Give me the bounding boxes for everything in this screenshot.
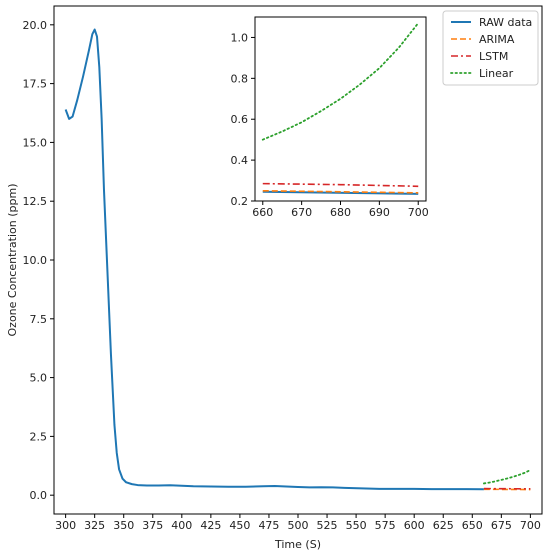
main-series-line-3 — [483, 469, 532, 485]
inset-y-tick-label: 0.4 — [231, 154, 249, 167]
main-x-tick-label: 400 — [171, 519, 192, 532]
inset-series-line-1 — [262, 189, 419, 194]
legend-label-linear: Linear — [479, 67, 514, 80]
inset-x-tick-label: 670 — [291, 206, 312, 219]
inset-plot-frame — [254, 16, 427, 202]
main-x-tick-label: 525 — [317, 519, 338, 532]
main-x-tick-label: 325 — [84, 519, 105, 532]
inset-plot: 660 670 680 690 700 0.2 0.4 0.6 0.8 1.0 — [231, 16, 429, 219]
inset-series-line-2 — [262, 182, 419, 188]
main-x-tick-label: 375 — [142, 519, 163, 532]
main-y-tick-label: 12.5 — [23, 195, 48, 208]
legend: RAW data ARIMA LSTM Linear — [442, 10, 539, 86]
main-y-tick-label: 10.0 — [23, 254, 48, 267]
main-x-tick-label: 600 — [404, 519, 425, 532]
main-y-tick-label: 7.5 — [30, 313, 48, 326]
main-x-tick-label: 700 — [520, 519, 541, 532]
legend-box — [442, 10, 539, 86]
inset-x-axis: 660 670 680 690 700 — [252, 201, 429, 219]
main-x-tick-label: 650 — [462, 519, 483, 532]
legend-label-arima: ARIMA — [479, 33, 515, 46]
main-x-tick-label: 675 — [491, 519, 512, 532]
inset-x-tick-label: 690 — [369, 206, 390, 219]
inset-y-tick-label: 0.8 — [231, 72, 249, 85]
inset-y-axis: 0.2 0.4 0.6 0.8 1.0 — [231, 31, 255, 208]
main-y-tick-label: 17.5 — [23, 78, 48, 91]
main-x-tick-label: 575 — [375, 519, 396, 532]
main-x-tick-label: 550 — [346, 519, 367, 532]
main-x-tick-label: 450 — [229, 519, 250, 532]
inset-series-line-0 — [262, 190, 419, 195]
inset-series-line-3 — [261, 22, 420, 141]
inset-x-tick-label: 660 — [252, 206, 273, 219]
main-x-tick-label: 475 — [258, 519, 279, 532]
main-x-tick-label: 350 — [113, 519, 134, 532]
main-y-axis: 0.0 2.5 5.0 7.5 10.0 12.5 15.0 17.5 20.0 — [23, 19, 54, 502]
main-x-tick-label: 300 — [55, 519, 76, 532]
inset-y-tick-label: 1.0 — [231, 31, 249, 44]
main-series-group — [64, 28, 532, 491]
main-x-tick-label: 625 — [433, 519, 454, 532]
y-axis-label: Ozone Concentration (ppm) — [6, 184, 19, 337]
inset-y-tick-label: 0.2 — [231, 195, 249, 208]
main-y-tick-label: 2.5 — [30, 430, 48, 443]
x-axis-label: Time (S) — [274, 538, 321, 551]
main-y-tick-label: 0.0 — [30, 489, 48, 502]
main-x-tick-label: 425 — [200, 519, 221, 532]
inset-y-tick-label: 0.6 — [231, 113, 249, 126]
main-y-tick-label: 5.0 — [30, 372, 48, 385]
legend-label-raw-data: RAW data — [479, 16, 532, 29]
main-x-axis: 300 325 350 375 400 425 450 475 500 525 550 575 600 6… — [55, 514, 541, 532]
main-x-tick-label: 500 — [288, 519, 309, 532]
legend-label-lstm: LSTM — [479, 50, 508, 63]
main-y-tick-label: 20.0 — [23, 19, 48, 32]
inset-x-tick-label: 700 — [408, 206, 429, 219]
main-y-tick-label: 15.0 — [23, 136, 48, 149]
inset-series-group — [261, 22, 420, 195]
main-series-line-0 — [64, 28, 484, 491]
inset-x-tick-label: 680 — [330, 206, 351, 219]
